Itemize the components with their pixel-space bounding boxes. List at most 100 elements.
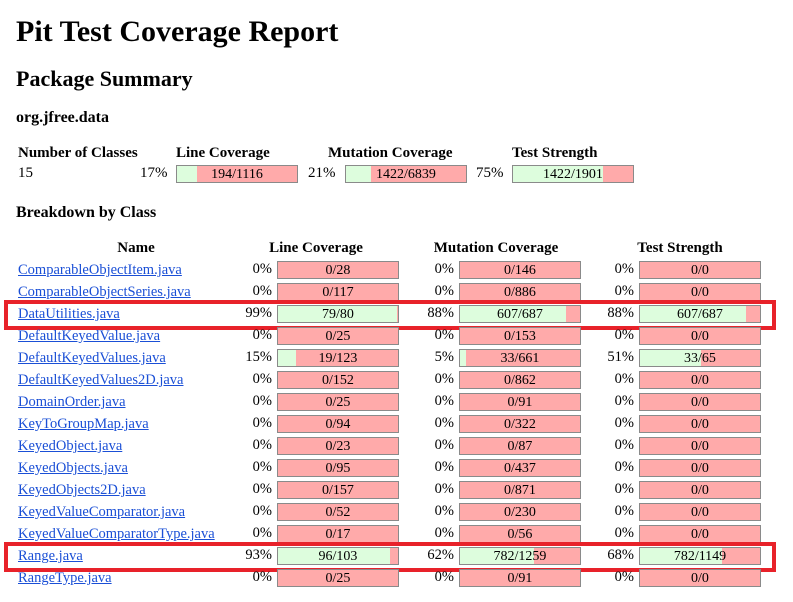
strength-coverage-bar: 0/0 [639,525,761,543]
table-row: DefaultKeyedValue.java 0% 0/25 0% 0/153 0% 0/0 [0,326,793,348]
table-row: DataUtilities.java 99% 79/80 88% 607/687 88% 6… [0,304,793,326]
strength-coverage-bar: 0/0 [639,569,761,587]
line-coverage-bar-fill [278,350,296,366]
mutation-coverage-bar-text: 0/146 [504,263,536,278]
strength-coverage-pct: 0% [614,459,634,475]
strength-coverage-bar: 0/0 [639,459,761,477]
class-link[interactable]: KeyedObjects.java [18,460,128,476]
class-link[interactable]: ComparableObjectSeries.java [18,284,191,300]
strength-coverage-bar: 0/0 [639,437,761,455]
mutation-coverage-bar-fill [460,350,466,366]
strength-coverage-bar-text: 0/0 [691,373,709,388]
summary-strength-bar-fill [513,166,603,182]
col-header-line: Line Coverage [269,240,363,256]
line-coverage-bar-text: 0/94 [325,417,351,432]
line-coverage-bar-text: 0/95 [325,461,351,476]
line-coverage-bar: 0/94 [277,415,399,433]
strength-coverage-pct: 68% [607,547,634,563]
line-coverage-bar-text: 0/25 [325,571,351,586]
line-coverage-pct: 0% [252,283,272,299]
strength-coverage-bar: 0/0 [639,393,761,411]
line-coverage-pct: 0% [252,327,272,343]
strength-coverage-bar-fill [640,306,746,322]
strength-coverage-bar-text: 0/0 [691,263,709,278]
class-link[interactable]: DomainOrder.java [18,394,126,410]
strength-coverage-bar-fill [640,548,722,564]
class-link[interactable]: KeyToGroupMap.java [18,416,149,432]
class-link[interactable]: KeyedObjects2D.java [18,482,146,498]
line-coverage-bar: 0/152 [277,371,399,389]
mutation-coverage-bar: 0/87 [459,437,581,455]
strength-coverage-bar-fill [640,350,702,366]
mutation-coverage-bar: 0/56 [459,525,581,543]
line-coverage-bar: 79/80 [277,305,399,323]
strength-coverage-bar: 33/65 [639,349,761,367]
strength-coverage-bar-text: 0/0 [691,395,709,410]
mutation-coverage-bar-text: 782/1259 [493,549,547,564]
mutation-coverage-bar: 0/91 [459,393,581,411]
line-coverage-bar: 0/23 [277,437,399,455]
summary-line-bar-fill [177,166,198,182]
mutation-coverage-bar-text: 0/437 [504,461,536,476]
class-link[interactable]: Range.java [18,548,83,564]
strength-coverage-bar-text: 0/0 [691,417,709,432]
summary-line-pct: 17% [140,165,168,181]
table-row: ComparableObjectSeries.java 0% 0/117 0% 0/88… [0,282,793,304]
strength-coverage-bar-text: 607/687 [677,307,723,322]
mutation-coverage-bar: 607/687 [459,305,581,323]
summary-mutation-bar-text: 1422/6839 [376,167,436,182]
summary-header-mutation: Mutation Coverage [328,145,453,161]
class-link[interactable]: KeyedObject.java [18,438,123,454]
summary-mutation-bar-fill [346,166,372,182]
mutation-coverage-bar-fill [460,548,535,564]
package-summary-heading: Package Summary [16,66,193,91]
strength-coverage-pct: 0% [614,525,634,541]
strength-coverage-pct: 0% [614,437,634,453]
strength-coverage-pct: 0% [614,283,634,299]
mutation-coverage-bar: 0/862 [459,371,581,389]
mutation-coverage-bar-text: 0/87 [507,439,533,454]
strength-coverage-bar-text: 0/0 [691,329,709,344]
class-link[interactable]: DataUtilities.java [18,306,120,322]
class-link[interactable]: KeyedValueComparatorType.java [18,526,215,542]
line-coverage-bar: 0/17 [277,525,399,543]
class-link[interactable]: DefaultKeyedValue.java [18,328,161,344]
line-coverage-pct: 99% [245,305,272,321]
summary-line-bar-text: 194/1116 [211,167,263,182]
line-coverage-pct: 0% [252,371,272,387]
col-header-mutation: Mutation Coverage [433,240,559,256]
table-row: DefaultKeyedValues2D.java 0% 0/152 0% 0/862 0… [0,370,793,392]
class-link[interactable]: RangeType.java [18,570,112,586]
line-coverage-bar: 0/25 [277,327,399,345]
table-row: KeyedObjects2D.java 0% 0/157 0% 0/871 0% 0/0 [0,480,793,502]
line-coverage-bar: 0/28 [277,261,399,279]
line-coverage-bar: 0/25 [277,393,399,411]
line-coverage-pct: 0% [252,459,272,475]
strength-coverage-pct: 0% [614,503,634,519]
mutation-coverage-bar: 0/91 [459,569,581,587]
strength-coverage-bar: 607/687 [639,305,761,323]
mutation-coverage-pct: 0% [434,393,454,409]
mutation-coverage-bar: 0/871 [459,481,581,499]
strength-coverage-pct: 0% [614,415,634,431]
mutation-coverage-bar-text: 0/153 [504,329,536,344]
mutation-coverage-bar-fill [460,306,566,322]
summary-header-strength: Test Strength [512,145,598,161]
summary-line-bar: 194/1116 [176,165,298,183]
class-link[interactable]: KeyedValueComparator.java [18,504,186,520]
line-coverage-bar: 0/25 [277,569,399,587]
mutation-coverage-pct: 88% [427,305,454,321]
class-link[interactable]: DefaultKeyedValues2D.java [18,372,184,388]
strength-coverage-bar-text: 0/0 [691,527,709,542]
summary-num-classes: 15 [18,165,33,181]
line-coverage-bar-text: 0/25 [325,395,351,410]
class-link[interactable]: DefaultKeyedValues.java [18,350,166,366]
mutation-coverage-pct: 5% [434,349,454,365]
table-row: Range.java 93% 96/103 62% 782/1259 68% 782/114… [0,546,793,568]
summary-strength-bar-text: 1422/1901 [543,167,603,182]
summary-strength-bar: 1422/1901 [512,165,634,183]
class-link[interactable]: ComparableObjectItem.java [18,262,182,278]
mutation-coverage-pct: 0% [434,371,454,387]
line-coverage-pct: 0% [252,481,272,497]
col-header-strength: Test Strength [637,240,723,256]
